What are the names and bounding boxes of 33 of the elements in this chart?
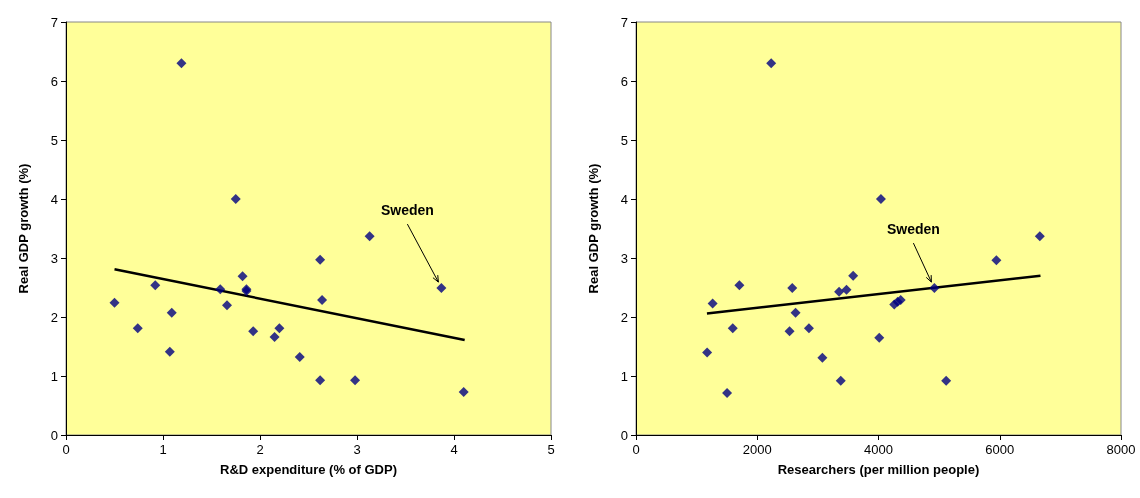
y-tick-label: 5	[620, 132, 628, 148]
y-tick-label: 6	[50, 73, 58, 89]
y-tick-label: 6	[620, 73, 628, 89]
x-tick-label: 1	[159, 442, 167, 457]
y-tick-label: 2	[50, 309, 58, 325]
y-tick-label: 7	[50, 14, 58, 30]
x-tick-label: 2	[256, 442, 264, 457]
y-tick-label: 3	[50, 250, 58, 266]
x-tick-label: 8000	[1106, 442, 1136, 457]
x-axis-title: Researchers (per million people)	[777, 462, 980, 477]
y-tick-label: 2	[620, 309, 628, 325]
annotation: Sweden	[380, 202, 434, 219]
y-tick-label: 1	[50, 368, 58, 384]
y-tick-label: 0	[620, 427, 628, 443]
x-tick-label: 4	[450, 442, 458, 457]
x-tick-label: 0	[632, 442, 640, 457]
y-tick-label: 3	[620, 250, 628, 266]
x-tick-label: 2000	[742, 442, 772, 457]
y-tick-label: 0	[50, 427, 58, 443]
y-tick-label: 4	[620, 191, 628, 207]
y-tick-label: 4	[50, 191, 58, 207]
x-axis-title: R&D expenditure (% of GDP)	[220, 462, 397, 477]
y-axis-title: Real GDP growth (%)	[16, 163, 31, 294]
x-tick-label: 3	[353, 442, 361, 457]
x-tick-label: 5	[547, 442, 555, 457]
x-tick-label: 6000	[985, 442, 1015, 457]
y-axis-title: Real GDP growth (%)	[586, 163, 601, 294]
y-tick-label: 5	[50, 132, 58, 148]
x-tick-label: 0	[62, 442, 70, 457]
y-tick-label: 1	[620, 368, 628, 384]
x-tick-label: 4000	[864, 442, 893, 457]
y-tick-label: 7	[620, 14, 628, 30]
annotation: Sweden	[886, 221, 940, 238]
